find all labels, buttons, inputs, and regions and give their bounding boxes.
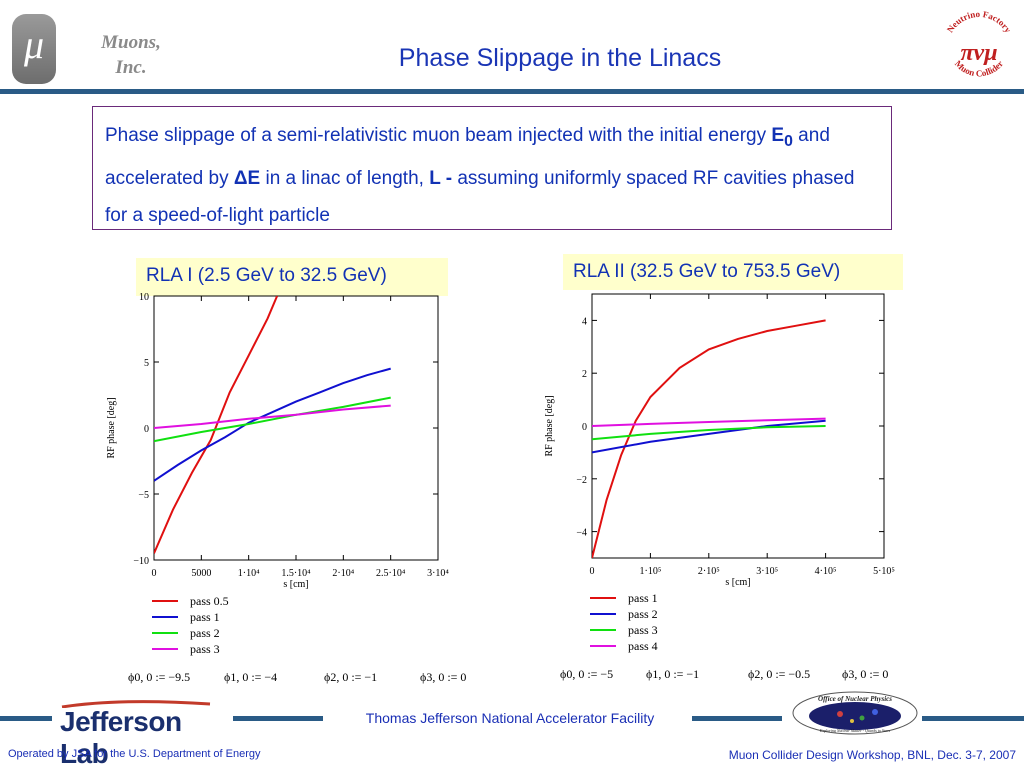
- chart1-series-0-line: [592, 319, 826, 558]
- chart1-ytick-label: −4: [576, 528, 587, 539]
- chart1-xtick-label: 1·10⁵: [639, 566, 661, 577]
- chart0-ytick-label: −5: [138, 490, 149, 501]
- chart0-legend-label: pass 2: [190, 626, 220, 640]
- chart1-ytick-label: 0: [582, 422, 587, 433]
- facility-name: Thomas Jefferson National Accelerator Fa…: [365, 710, 655, 726]
- footer-rule-right: [922, 716, 1024, 721]
- rla2-param-1: ϕ1, 0 := −1: [646, 667, 700, 681]
- svg-text:Neutrino Factory: Neutrino Factory: [945, 9, 1014, 35]
- desc-l: L: [429, 167, 441, 189]
- page-title: Phase Slippage in the Linacs: [398, 44, 722, 72]
- chart1-legend-label: pass 2: [628, 607, 658, 621]
- nf-logo-symbol: πνμ: [960, 40, 997, 66]
- footer-rule-mid2: [692, 716, 782, 721]
- footer-workshop: Muon Collider Design Workshop, BNL, Dec.…: [728, 748, 1016, 762]
- chart0-legend-label: pass 3: [190, 642, 220, 656]
- company-line-2: Inc.: [115, 57, 147, 78]
- rla1-param-1: ϕ1, 0 := −4: [224, 670, 278, 684]
- rla1-label: RLA I (2.5 GeV to 32.5 GeV): [136, 258, 448, 296]
- chart0-xtick-label: 2·10⁴: [332, 568, 354, 579]
- rla2-params: ϕ0, 0 := −5 ϕ1, 0 := −1 ϕ2, 0 := −0.5 ϕ3…: [560, 667, 930, 685]
- desc-part2: and accelerated by: [105, 125, 830, 189]
- footer-rule-mid: [233, 716, 323, 721]
- chart0-xtick-label: 2.5·10⁴: [376, 568, 406, 579]
- chart0-ytick-label: −10: [133, 556, 149, 567]
- chart0-legend-label: pass 1: [190, 610, 220, 624]
- chart1-series-2-line: [592, 425, 826, 441]
- chart0-xtick-label: 0: [152, 568, 157, 579]
- rla2-param-2: ϕ2, 0 := −0.5: [748, 667, 811, 681]
- chart0-ylabel: RF phase [deg]: [106, 397, 117, 458]
- chart1-xtick-label: 2·10⁵: [698, 566, 720, 577]
- chart0-frame: [153, 295, 439, 561]
- chart1-legend-label: pass 4: [628, 639, 658, 653]
- chart1-xtick-label: 5·10⁵: [873, 566, 895, 577]
- desc-delta: Δ: [233, 167, 248, 189]
- chart1-xtick-label: 0: [590, 566, 595, 577]
- desc-dash: -: [440, 167, 453, 189]
- desc-part4: assuming uniformly spaced RF cavities ph…: [105, 167, 855, 226]
- muons-logo: μ: [12, 14, 56, 84]
- desc-e0-sub: 0: [784, 132, 793, 150]
- onp-title: Office of Nuclear Physics: [818, 695, 892, 703]
- desc-delta-e: E: [247, 167, 261, 189]
- chart1-ylabel: RF phase [deg]: [544, 395, 555, 456]
- rla2-phase-chart: 4 2 0 −2 −4 0 1·10⁵ 2·10⁵ 3·10⁵ 4·10⁵ 5·10⁵ s [cm] R…: [544, 293, 895, 653]
- company-line-1: Muons,: [101, 32, 161, 53]
- chart1-xlabel: s [cm]: [725, 577, 750, 588]
- chart1-ytick-label: −2: [576, 475, 587, 486]
- chart0-series-2-line: [154, 396, 391, 443]
- footer-rule-left: [0, 716, 52, 721]
- chart1-xtick-label: 3·10⁵: [756, 566, 778, 577]
- desc-part1: Phase slippage of a semi-relativistic mu…: [105, 125, 772, 146]
- onp-subtitle: Exploring Nuclear Matter - Quarks to Sta…: [819, 728, 891, 733]
- chart0-series-0-line: [154, 296, 279, 554]
- neutrino-factory-logo: Neutrino Factory πνμ Muon Collider: [945, 9, 1014, 78]
- chart1-ytick-label: 2: [582, 369, 587, 380]
- chart1-ytick-label: 4: [582, 316, 587, 327]
- rla2-label: RLA II (32.5 GeV to 753.5 GeV): [563, 254, 903, 290]
- footer-operated-by: Operated by JSA for the U.S. Department …: [8, 748, 261, 760]
- desc-part3: in a linac of length,: [260, 167, 430, 189]
- chart0-xtick-label: 3·10⁴: [427, 568, 449, 579]
- rla1-params: ϕ0, 0 := −9.5 ϕ1, 0 := −4 ϕ2, 0 := −1 ϕ3…: [128, 670, 498, 688]
- office-of-nuclear-physics-logo: Office of Nuclear Physics Exploring Nucl…: [792, 691, 918, 735]
- chart1-xtick-label: 4·10⁵: [815, 566, 837, 577]
- desc-e0: E: [771, 125, 785, 146]
- chart0-ytick-label: 0: [144, 424, 149, 435]
- chart0-series-3-line: [154, 404, 391, 429]
- jlab-swoosh-icon: [61, 700, 211, 708]
- rla2-param-0: ϕ0, 0 := −5: [560, 667, 614, 681]
- chart0-xlabel: s [cm]: [283, 579, 308, 590]
- chart0-series-1-line: [154, 367, 391, 482]
- chart0-xtick-label: 1.5·10⁴: [281, 568, 311, 579]
- chart1-legend-label: pass 3: [628, 623, 658, 637]
- chart1-legend-label: pass 1: [628, 591, 658, 605]
- rla1-param-2: ϕ2, 0 := −1: [324, 670, 378, 684]
- chart1-frame: [591, 293, 885, 559]
- chart0-ytick-label: 5: [144, 358, 149, 369]
- header-rule: [0, 89, 1024, 94]
- jefferson-lab-logo: Jefferson Lab: [60, 706, 182, 769]
- rla2-param-3: ϕ3, 0 := 0: [842, 667, 889, 681]
- nf-logo-top-text: Neutrino Factory: [945, 9, 1014, 35]
- chart1-series-1-line: [592, 419, 826, 454]
- description-box: Phase slippage of a semi-relativistic mu…: [92, 106, 892, 230]
- company-name: Muons, Inc.: [86, 30, 176, 80]
- chart0-xtick-label: 5000: [191, 568, 211, 579]
- rla1-param-0: ϕ0, 0 := −9.5: [128, 670, 191, 684]
- chart0-xtick-label: 1·10⁴: [238, 568, 260, 579]
- chart0-ytick-label: 10: [139, 292, 149, 303]
- rla1-param-3: ϕ3, 0 := 0: [420, 670, 467, 684]
- chart1-series-3-line: [592, 417, 826, 427]
- chart0-legend-label: pass 0.5: [190, 594, 229, 608]
